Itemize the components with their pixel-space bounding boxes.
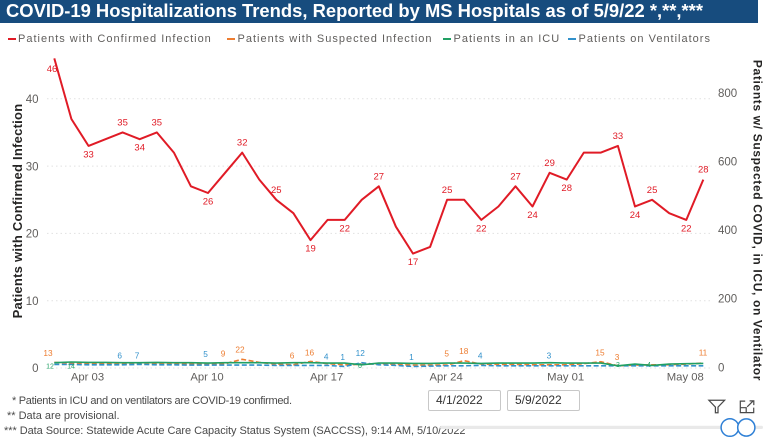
svg-text:24: 24: [527, 210, 538, 221]
svg-text:24: 24: [630, 210, 641, 221]
svg-text:3: 3: [547, 351, 552, 361]
svg-text:6: 6: [358, 363, 362, 370]
svg-text:29: 29: [544, 158, 555, 169]
svg-text:3: 3: [615, 352, 620, 362]
svg-text:5: 5: [203, 349, 208, 359]
svg-text:4: 4: [478, 351, 483, 361]
svg-text:12: 12: [356, 348, 366, 358]
svg-text:6: 6: [290, 351, 295, 361]
svg-text:22: 22: [681, 223, 692, 234]
svg-text:400: 400: [718, 225, 737, 237]
svg-text:Patients with Confirmed Infect: Patients with Confirmed Infection: [10, 104, 25, 319]
svg-text:13: 13: [43, 348, 53, 358]
svg-text:5: 5: [444, 349, 449, 359]
svg-text:Apr 10: Apr 10: [190, 372, 223, 384]
svg-text:16: 16: [305, 347, 315, 357]
svg-text:14: 14: [67, 364, 75, 371]
svg-text:27: 27: [374, 171, 385, 182]
svg-text:46: 46: [47, 64, 58, 75]
svg-text:28: 28: [561, 183, 572, 194]
svg-text:Apr 17: Apr 17: [310, 372, 343, 384]
svg-text:4: 4: [647, 362, 651, 369]
svg-text:27: 27: [510, 171, 521, 182]
svg-text:20: 20: [26, 229, 39, 241]
svg-text:30: 30: [26, 161, 39, 173]
svg-text:Patients w/ Suspected COVID, i: Patients w/ Suspected COVID, in ICU, on …: [751, 60, 763, 381]
svg-text:15: 15: [595, 347, 605, 357]
svg-text:32: 32: [237, 138, 248, 149]
svg-text:40: 40: [26, 94, 39, 106]
svg-text:Apr 03: Apr 03: [71, 372, 104, 384]
svg-text:33: 33: [613, 131, 624, 142]
svg-text:3: 3: [616, 362, 620, 369]
svg-text:22: 22: [476, 223, 487, 234]
svg-text:4: 4: [324, 351, 329, 361]
svg-text:25: 25: [442, 185, 453, 196]
svg-text:17: 17: [408, 257, 419, 268]
svg-text:33: 33: [83, 149, 94, 160]
svg-text:18: 18: [459, 346, 469, 356]
svg-text:25: 25: [647, 185, 658, 196]
svg-text:35: 35: [117, 117, 128, 128]
svg-text:10: 10: [26, 296, 39, 308]
svg-text:26: 26: [203, 197, 214, 208]
svg-text:28: 28: [698, 165, 709, 176]
svg-text:800: 800: [718, 88, 737, 100]
svg-text:34: 34: [134, 143, 145, 154]
svg-text:9: 9: [221, 349, 226, 359]
svg-text:12: 12: [46, 364, 54, 371]
svg-text:May 01: May 01: [547, 372, 584, 384]
svg-text:22: 22: [339, 223, 350, 234]
svg-text:22: 22: [235, 345, 245, 355]
svg-text:1: 1: [340, 352, 345, 362]
svg-text:7: 7: [135, 351, 140, 361]
svg-text:11: 11: [699, 347, 708, 357]
svg-text:0: 0: [718, 362, 724, 374]
svg-text:19: 19: [305, 244, 316, 255]
svg-text:0: 0: [32, 363, 38, 375]
svg-text:Apr 24: Apr 24: [429, 372, 462, 384]
svg-text:6: 6: [117, 351, 122, 361]
svg-text:May 08: May 08: [667, 372, 704, 384]
svg-text:200: 200: [718, 294, 737, 306]
svg-text:1: 1: [409, 352, 414, 362]
svg-text:25: 25: [271, 185, 282, 196]
svg-text:35: 35: [152, 117, 163, 128]
svg-text:600: 600: [718, 156, 737, 168]
